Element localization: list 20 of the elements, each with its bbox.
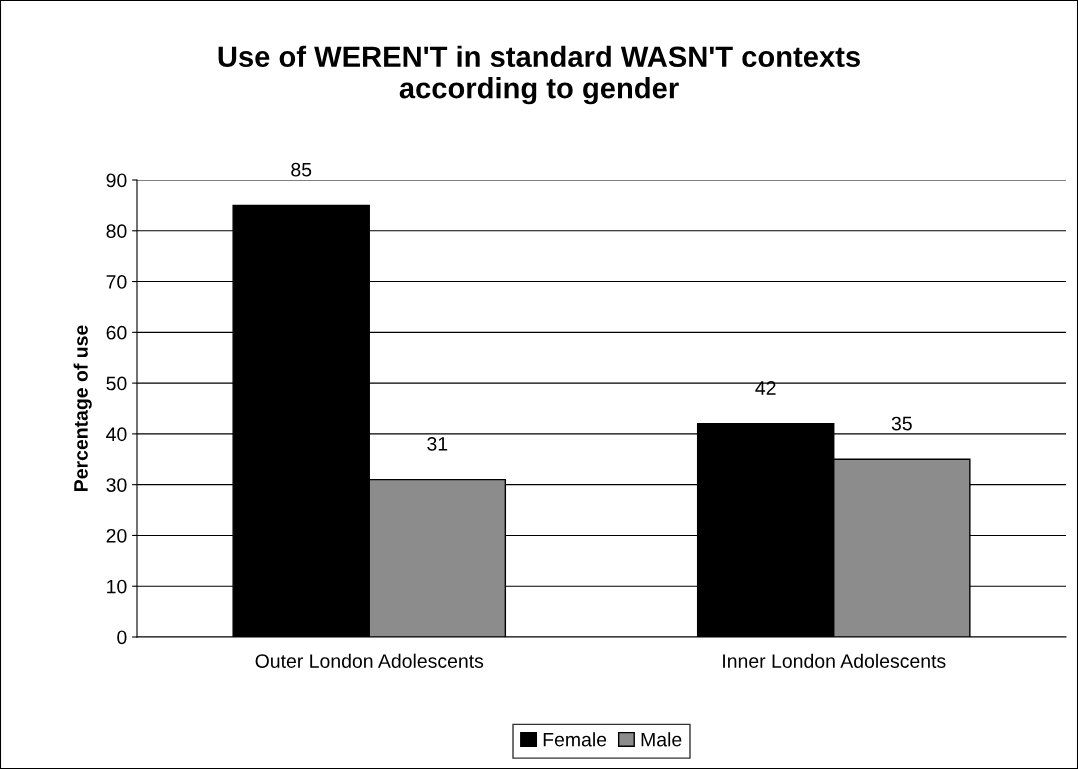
- y-tick-label: 70: [106, 275, 127, 289]
- chart-title: Use of WEREN'T in standard WASN'T contexts according to gender: [218, 45, 860, 105]
- legend-label: Male: [641, 732, 682, 747]
- legend-label: Female: [543, 732, 607, 747]
- y-tick-label: 50: [106, 376, 127, 391]
- data-label: 42: [755, 381, 776, 395]
- y-tick-label: 10: [107, 579, 127, 594]
- y-axis-title: Percentage of use: [73, 325, 92, 491]
- y-tick-label: 40: [106, 427, 127, 442]
- x-tick-label: Outer London Adolescents: [255, 653, 484, 668]
- y-tick-label: 30: [106, 478, 127, 492]
- y-tick-label: 60: [106, 325, 127, 340]
- data-label: 31: [427, 436, 448, 451]
- data-label: 35: [891, 416, 912, 431]
- y-tick-label: 90: [106, 173, 127, 188]
- y-tick-label: 20: [106, 528, 127, 543]
- y-tick-label: 80: [106, 224, 127, 239]
- data-label: 85: [291, 162, 312, 177]
- x-tick-label: Inner London Adolescents: [723, 653, 946, 668]
- y-tick-label: 0: [117, 630, 127, 645]
